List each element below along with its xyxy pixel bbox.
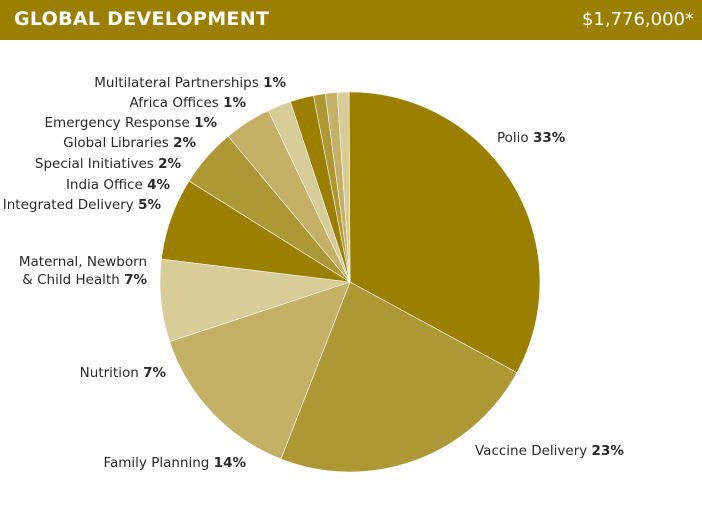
slice-percent: 33% — [533, 130, 566, 146]
slice-label-global-libraries: Global Libraries 2% — [63, 135, 196, 151]
pie-slice-family-planning — [169, 281, 351, 460]
slice-percent: 5% — [138, 197, 161, 213]
slice-label-integrated-delivery: Integrated Delivery 5% — [3, 197, 162, 213]
slice-percent: 7% — [124, 272, 147, 288]
slice-label-multilateral-partnerships: Multilateral Partnerships 1% — [94, 75, 286, 91]
slice-label-vaccine-delivery: Vaccine Delivery 23% — [475, 443, 624, 459]
total-amount: $1,776,000* — [581, 9, 694, 30]
slice-percent: 1% — [263, 75, 286, 91]
slice-label-family-planning: Family Planning 14% — [103, 455, 246, 471]
slice-label-maternal-newborn-child-health: Maternal, Newborn & Child Health 7% — [19, 254, 148, 288]
slice-percent: 4% — [147, 177, 170, 193]
slice-label-india-office: India Office 4% — [66, 177, 171, 193]
slice-percent: 2% — [173, 135, 196, 151]
slice-percent: 1% — [194, 115, 217, 131]
slice-label-nutrition: Nutrition 7% — [80, 365, 167, 381]
slice-percent: 14% — [214, 455, 247, 471]
slice-percent: 1% — [223, 95, 246, 111]
slice-label-africa-offices: Africa Offices 1% — [130, 95, 247, 111]
pie-slice-multilateral-partnerships — [336, 91, 351, 283]
chart-title: GLOBAL DEVELOPMENT — [14, 8, 270, 30]
slice-label-polio: Polio 33% — [497, 130, 566, 146]
chart-header: GLOBAL DEVELOPMENT $1,776,000* — [0, 0, 702, 40]
pie-slice-vaccine-delivery — [280, 281, 518, 473]
slice-percent: 2% — [158, 156, 181, 172]
pie-slice-polio — [348, 91, 541, 374]
slice-percent: 7% — [143, 365, 166, 381]
slice-percent: 23% — [592, 443, 625, 459]
slice-label-emergency-response: Emergency Response 1% — [45, 115, 218, 131]
slice-label-special-initiatives: Special Initiatives 2% — [35, 156, 182, 172]
